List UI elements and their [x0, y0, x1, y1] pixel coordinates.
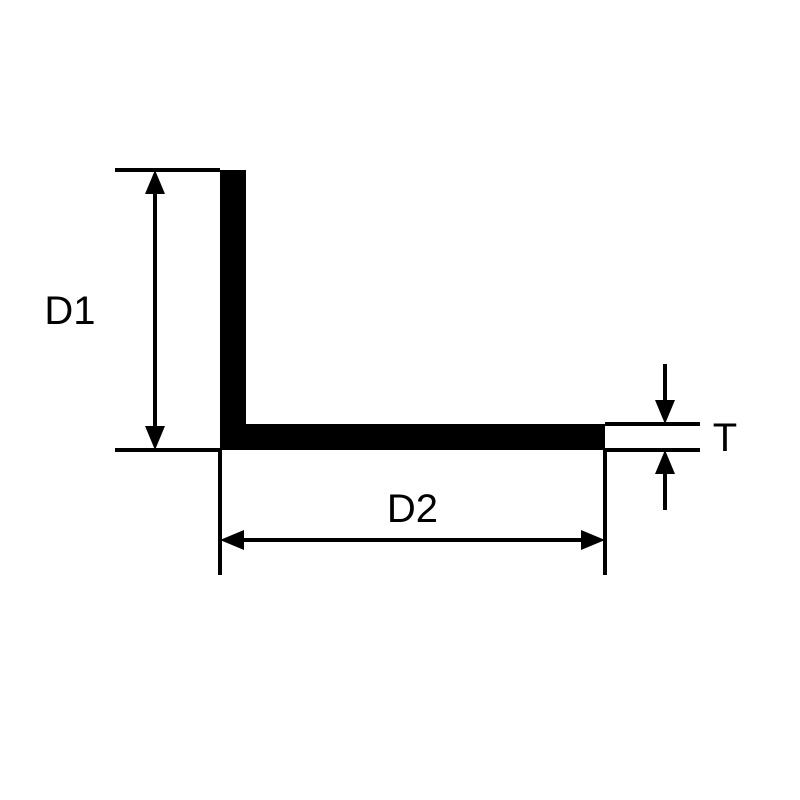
dimension-d1-label: D1 — [44, 289, 95, 333]
dimension-d2-label: D2 — [387, 487, 438, 531]
dimension-t-label: T — [713, 416, 737, 460]
angle-profile-diagram: D1 D2 T — [0, 0, 800, 800]
